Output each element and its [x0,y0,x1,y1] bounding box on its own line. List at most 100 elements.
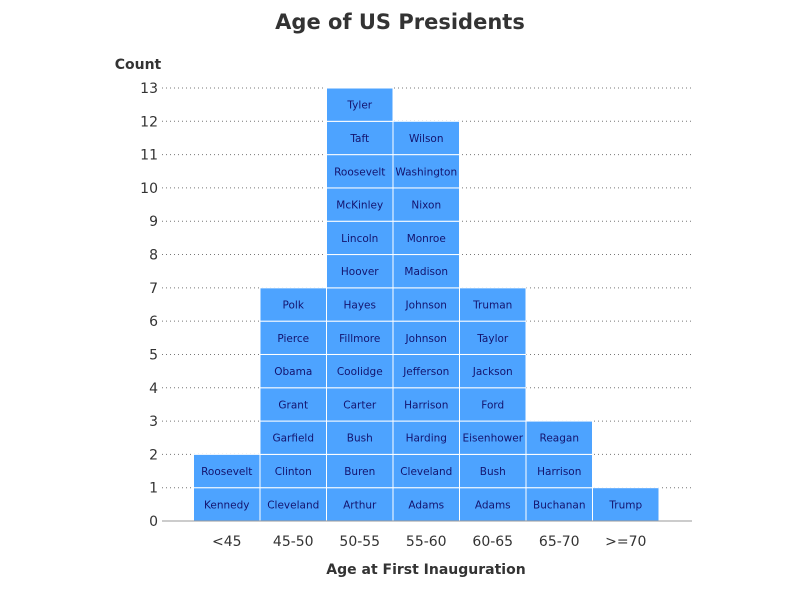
x-tick-label: <45 [212,534,242,550]
data-label: Johnson [405,333,447,345]
bar-cell [326,254,394,289]
data-label: Bush [347,433,373,445]
bar-cell [392,120,460,156]
data-label: Tyler [346,100,372,112]
data-label: Grant [278,399,308,411]
data-label: Bush [480,466,506,478]
data-label: Clinton [275,466,312,478]
data-label: Reagan [540,433,579,445]
y-tick-label: 5 [149,347,158,363]
x-tick-label: 45-50 [273,534,314,550]
data-label: Fillmore [339,333,380,345]
bar-cell [259,420,327,455]
bar: Trump [592,487,660,522]
y-tick-label: 9 [149,214,158,230]
bar-cell [259,453,327,489]
y-tick-label: 1 [149,481,158,497]
x-tick-label: 65-70 [539,534,580,550]
y-tick-label: 6 [149,314,158,330]
data-label: Hoover [341,266,379,278]
chart-title: Age of US Presidents [275,10,525,34]
bar-cell [326,487,394,522]
data-label: Nixon [411,200,441,212]
data-label: Eisenhower [462,433,523,445]
data-label: Trump [608,499,642,511]
data-label: Harrison [537,466,581,478]
data-label: Lincoln [341,233,378,245]
data-label: Truman [472,300,512,312]
bar: Adams Cleveland Harding Harrison Jefferson Jo… [392,120,460,522]
data-label: Wilson [409,133,444,145]
bar-cell [326,287,394,322]
data-label: Buren [344,466,375,478]
data-label: Monroe [407,233,446,245]
data-label: Jackson [472,366,513,378]
bar-cell [392,387,460,422]
bar-cell [326,220,394,256]
bar-cell [525,453,593,489]
bar-cell [459,287,527,322]
bar-cell [459,320,527,355]
data-label: Taft [349,133,369,145]
data-label: Polk [283,300,305,312]
bar-cell [326,353,394,389]
y-tick-label: 8 [149,248,158,264]
x-tick-label: 50-55 [339,534,380,550]
bar-cell [459,453,527,489]
data-label: Washington [395,166,457,178]
data-label: Obama [274,366,312,378]
y-axis-title: Count [115,57,162,73]
bar-cell [392,420,460,455]
data-label: Garfield [272,433,314,445]
bar-cell [326,120,394,156]
data-label: Kennedy [204,499,249,511]
y-tick-label: 7 [149,281,158,297]
y-tick-label: 11 [140,148,158,164]
data-label: Jefferson [402,366,449,378]
data-label: Taylor [476,333,509,345]
bar-cell [392,154,460,189]
data-label: Hayes [344,300,376,312]
bar-cell [326,453,394,489]
data-label: Johnson [405,300,447,312]
data-label: Roosevelt [334,166,385,178]
y-tick-label: 13 [140,81,158,97]
bar-cell [326,320,394,355]
data-label: Ford [481,399,504,411]
data-label: Harding [406,433,447,445]
data-label: Arthur [343,499,377,511]
bar-cell [525,420,593,455]
bar-cell [259,387,327,422]
x-tick-label: 55-60 [406,534,447,550]
y-tick-label: 4 [149,381,158,397]
bar-cell [259,320,327,355]
y-tick-label: 0 [149,514,158,530]
data-label: Cleveland [267,499,319,511]
bar: Adams Bush Eisenhower Ford Jackson Taylor Trum… [459,287,527,522]
data-label: Coolidge [337,366,383,378]
x-tick-label: 60-65 [472,534,513,550]
data-label: Adams [408,499,444,511]
bar: Arthur Buren Bush Carter Coolidge Fillmore Hay… [326,87,394,522]
y-tick-label: 3 [149,414,158,430]
bar: Kennedy Roosevelt [193,453,261,522]
y-tick-label: 12 [140,114,158,130]
bar: Buchanan Harrison Reagan [525,420,593,522]
data-label: Harrison [404,399,448,411]
data-label: Cleveland [400,466,452,478]
bar-cell [392,254,460,289]
data-label: Adams [475,499,511,511]
data-label: Roosevelt [201,466,252,478]
bar-cell [259,353,327,389]
bar-cell [392,353,460,389]
data-label: Carter [343,399,377,411]
data-label: Buchanan [533,499,585,511]
data-label: McKinley [336,200,383,212]
bars: Kennedy Roosevelt Cleveland Clinton Garfield… [162,87,692,522]
data-label: Pierce [277,333,309,345]
bar-cell [326,187,394,222]
x-tick-label: >=70 [605,534,646,550]
x-axis-title: Age at First Inauguration [326,562,525,578]
